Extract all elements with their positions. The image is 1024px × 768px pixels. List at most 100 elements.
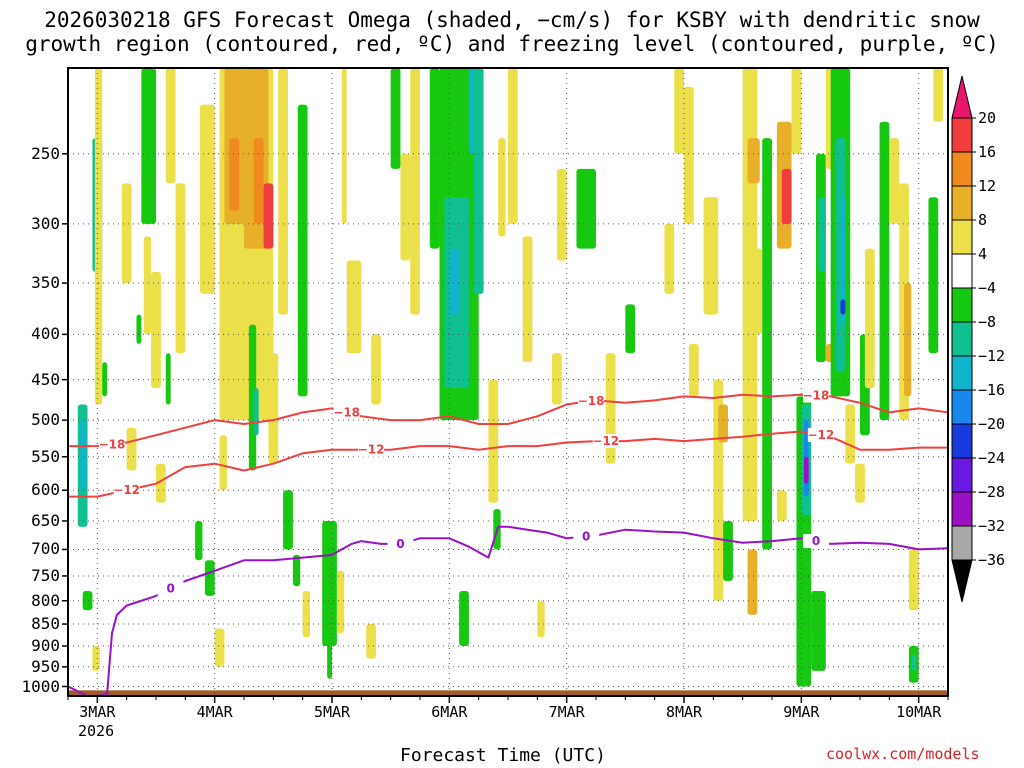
contour-label: −18	[333, 405, 360, 419]
omega-cell	[429, 68, 440, 249]
y-tick-label: 900	[31, 636, 60, 656]
omega-cell	[214, 628, 225, 667]
omega-cell	[459, 591, 469, 647]
x-tick-label: 6MAR	[431, 703, 468, 721]
omega-cell	[390, 68, 401, 169]
y-tick-label: 750	[31, 565, 60, 585]
omega-cell	[879, 121, 890, 421]
colorbar-bin	[951, 423, 973, 459]
omega-cell	[904, 283, 912, 397]
omega-cell	[121, 183, 132, 284]
colorbar-bin	[951, 287, 973, 323]
x-tick-label: 8MAR	[665, 703, 703, 721]
colorbar-label: −16	[978, 381, 1006, 399]
chart-title-line-2: growth region (contoured, red, ºC) and f…	[25, 32, 999, 56]
omega-cell	[664, 223, 675, 294]
omega-cell	[688, 343, 699, 397]
omega-cell	[556, 168, 567, 261]
omega-shading-layer	[77, 68, 944, 687]
omega-cell	[143, 236, 152, 335]
colorbar-label: −12	[978, 347, 1006, 365]
omega-cell	[253, 138, 264, 224]
omega-cell	[803, 456, 809, 484]
omega-cell	[400, 153, 411, 261]
omega-cell	[322, 520, 337, 647]
omega-cell	[278, 68, 288, 315]
contour-label-bg	[807, 427, 834, 442]
contour-label-bg	[358, 442, 385, 457]
contour-label: 0	[166, 582, 174, 596]
source-credit-link[interactable]: coolwx.com/models	[826, 745, 980, 763]
omega-cell	[82, 591, 93, 611]
contour-label: −18	[99, 437, 126, 451]
omega-cell	[718, 404, 728, 443]
x-tick-label: 7MAR	[548, 703, 585, 721]
colorbar-bin	[951, 321, 973, 357]
contour-label-bg	[387, 536, 414, 551]
y-tick-label: 700	[31, 539, 60, 559]
contour-label-bg	[573, 529, 600, 544]
omega-cell	[911, 654, 917, 671]
omega-cell	[229, 138, 240, 211]
omega-cell	[156, 463, 166, 503]
x-axis-year-label: 2026	[78, 722, 115, 740]
omega-cell	[537, 600, 545, 638]
omega-cell	[165, 353, 171, 405]
omega-cell	[327, 637, 332, 679]
omega-cell	[818, 197, 826, 272]
omega-cell	[94, 68, 103, 405]
contour-label: −12	[808, 428, 835, 442]
omega-cell	[366, 624, 376, 659]
omega-cell	[141, 68, 156, 224]
omega-cell	[747, 549, 758, 615]
y-tick-label: 350	[31, 273, 60, 293]
omega-cell	[811, 591, 826, 671]
omega-cell	[341, 68, 347, 224]
terrain-band	[68, 690, 948, 696]
colorbar-label: −24	[978, 449, 1006, 467]
omega-cell	[674, 68, 684, 154]
omega-cell	[371, 334, 381, 405]
y-tick-label: 800	[31, 590, 60, 610]
omega-cell	[498, 138, 506, 237]
omega-cell	[80, 420, 86, 491]
contour-label-bg	[592, 434, 619, 449]
colorbar-label: −4	[978, 279, 997, 297]
omega-cell	[508, 68, 518, 224]
contour-line	[68, 430, 948, 498]
colorbar-bin	[951, 253, 973, 289]
omega-cell	[219, 435, 227, 491]
omega-cell	[102, 362, 108, 397]
contour-label-bg	[803, 388, 829, 403]
omega-cell	[410, 68, 420, 315]
colorbar-bin	[951, 355, 973, 391]
omega-cell	[889, 138, 900, 224]
omega-cell	[126, 427, 137, 471]
colorbar-label: 16	[978, 143, 997, 161]
omega-cell	[488, 379, 499, 503]
omega-cell	[791, 68, 802, 154]
x-tick-label: 9MAR	[783, 703, 820, 721]
omega-cell	[204, 560, 215, 596]
x-tick-label: 3MAR	[79, 703, 116, 721]
x-axis-title: Forecast Time (UTC)	[400, 745, 606, 766]
omega-cell	[175, 183, 186, 354]
y-tick-label: 650	[31, 510, 60, 530]
contour-label: 0	[582, 529, 590, 543]
contour-line	[68, 393, 949, 448]
colorbar-label: −32	[978, 517, 1006, 535]
omega-cell	[576, 168, 596, 249]
omega-cell	[346, 260, 362, 354]
contour-label: −12	[113, 483, 140, 497]
y-tick-label: 600	[31, 480, 60, 500]
colorbar-bin	[951, 389, 973, 425]
colorbar-bin	[951, 219, 973, 255]
omega-cell	[92, 646, 100, 671]
omega-cell	[908, 549, 919, 611]
omega-cell	[136, 314, 142, 344]
omega-cell	[151, 271, 161, 389]
contour-label-bg	[333, 405, 360, 420]
colorbar-bottom-triangle	[951, 559, 973, 603]
y-tick-label: 500	[31, 410, 60, 430]
omega-cell	[762, 138, 772, 550]
